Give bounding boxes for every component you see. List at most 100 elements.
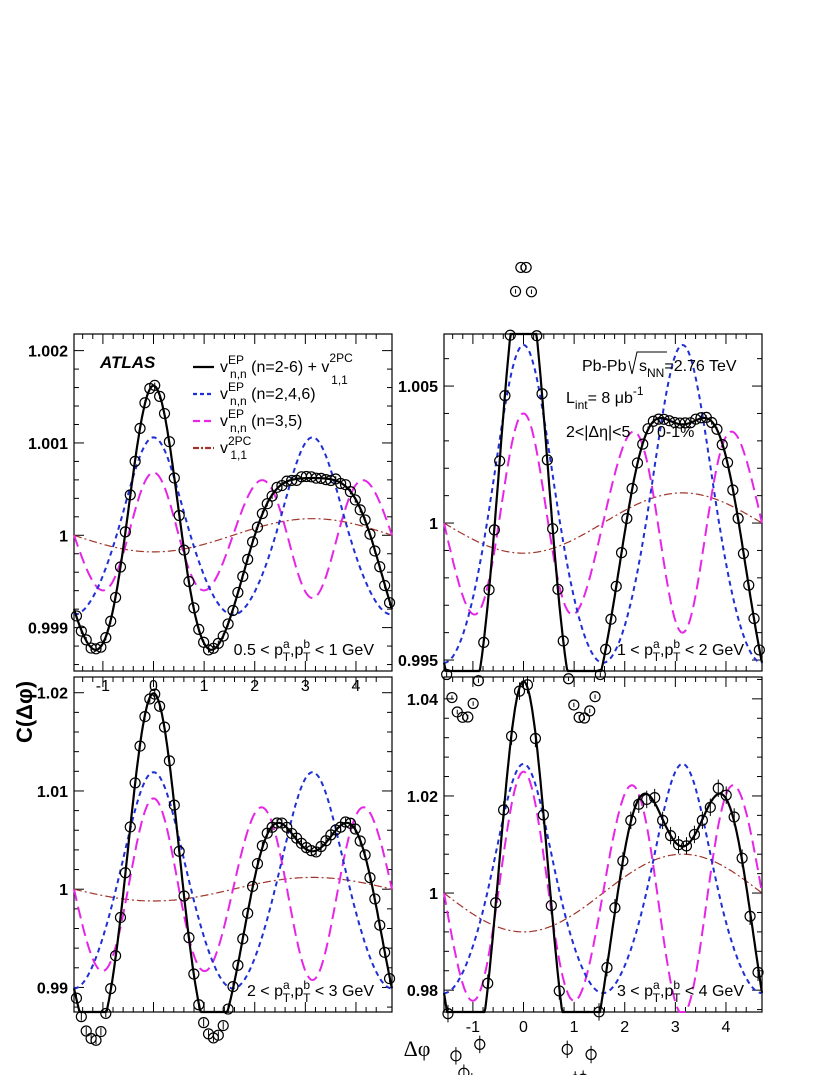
data-point [168,799,180,811]
data-point [364,528,376,540]
pt-range-label: 0.5 < pa T,pb T < 1 GeV [234,637,375,664]
data-point [168,472,180,484]
pt-range-label: 2 < pa T,pb T < 3 GeV [247,978,374,1005]
panel-top-right: 0.995 1 1.005 1 < pa T,pb T < 2 GeV [398,261,765,724]
data-point [462,711,474,723]
y-tick-label: 1 [59,882,68,899]
data-point [134,740,146,752]
data-point [246,536,259,548]
collision-energy: sNN=2.76 TeV [639,358,737,380]
x-tick-label: 0 [519,1019,528,1036]
data-point [246,880,259,893]
data-point [642,423,654,435]
even-harmonics-curve [73,771,393,990]
data-point [251,858,264,870]
data-point [364,872,376,884]
data-point [631,457,644,469]
data-point [561,1043,573,1055]
data-point [154,700,166,712]
panels: -1 0 1 2 3 4 0.999 1 1.001 1.002 0.5 < pa T,pb T < 1… [28,261,765,1075]
x-axis-title: Δφ [404,1036,431,1061]
data-point [499,390,511,402]
full-fit-curve [442,332,764,673]
pt-range-label: 1 < pa T,pb T < 2 GeV [617,637,744,664]
data-point [743,579,755,591]
data-point [139,397,151,409]
data-point [251,521,264,533]
data-point [109,950,122,962]
data-point [727,484,739,496]
legend-label-odd: vEP n,n (n=3,5) [220,407,302,435]
data-point [114,911,127,924]
data-point [129,777,141,789]
y-tick-label: 1 [59,528,68,545]
data-point [237,933,249,945]
y-tick-label: 1.02 [407,789,438,806]
data-point [70,992,83,1004]
data-point [545,899,557,912]
plot-frame [443,676,763,1013]
data-point [188,968,200,980]
data-point [193,999,205,1011]
data-point [509,285,522,298]
data-point [95,1025,107,1038]
data-point [680,840,693,852]
data-point [374,919,386,931]
data-point [617,855,629,867]
data-point [584,705,596,717]
data-point [637,438,649,450]
data-point [450,1050,462,1062]
y-tick-label: 0.98 [407,983,438,1000]
data-point [256,507,268,520]
data-point [227,604,239,617]
data-point [379,579,391,592]
data-point [193,623,205,636]
legend-label-v11: v2PC 1,1 [220,434,252,462]
data-point [369,545,381,557]
data-point [712,782,724,794]
y-tick-label: 0.995 [398,653,438,670]
data-point [349,494,361,506]
data-point [498,804,510,816]
data-point [557,635,569,647]
odd-harmonics-curve [443,412,763,634]
data-point [505,730,518,742]
data-point [163,755,175,767]
info-box: Pb-Pb sNN=2.76 TeV Lint= 8 μb-1 2<|Δη|<5 0-1… [566,351,737,441]
data-point [178,544,190,556]
luminosity: Lint= 8 μb-1 [566,384,644,412]
plot-frame [73,676,393,1013]
data-point [100,1007,112,1020]
data-point [359,514,371,526]
panel-bottom-right: -1 0 1 2 3 4 0.98 1 1.02 1.04 3 < pa T,pb T < 4 GeV [407,676,764,1075]
y-tick-label: 1.005 [398,379,438,396]
y-tick-label: 1 [429,516,438,533]
data-point [494,455,506,467]
even-harmonics-curve [73,436,393,616]
data-point [173,509,185,522]
data-point [354,835,366,847]
data-point [688,828,701,841]
data-point [80,634,92,646]
data-point [626,482,638,495]
data-point [483,584,495,596]
data-point [442,1008,454,1020]
data-point [198,1017,210,1029]
data-point [256,840,268,852]
y-tick-label: 1 [429,886,438,903]
data-point [119,526,131,538]
experiment-label: ATLAS [99,353,156,372]
data-point [163,436,175,448]
y-tick-label: 1.001 [28,436,68,453]
y-tick-label: 0.999 [28,621,68,638]
data-point [541,454,553,466]
pt-range-label: 3 < pa T,pb T < 4 GeV [617,978,744,1005]
panel-bottom-left: 0.99 1 1.01 1.02 2 < pa T,pb T < 3 GeV [37,676,396,1046]
v11-curve [73,518,393,553]
data-point [379,946,391,958]
data-point [744,910,756,922]
data-point [183,932,195,944]
data-point [154,390,166,402]
